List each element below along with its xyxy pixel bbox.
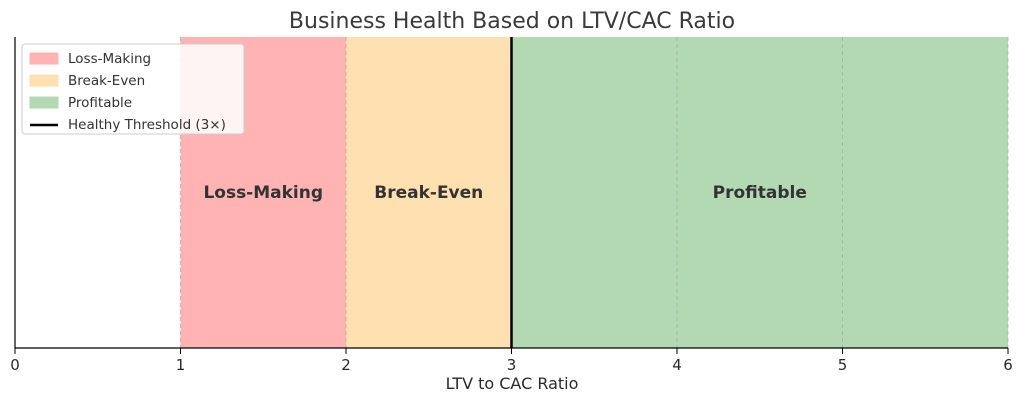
- legend-label-profitable: Profitable: [68, 95, 132, 111]
- region-label-loss-making: Loss-Making: [203, 183, 323, 203]
- legend-label-threshold: Healthy Threshold (3×): [68, 117, 226, 133]
- legend-swatch-break-even: [29, 74, 59, 87]
- labels-layer: Loss-Making Break-Even Profitable: [203, 183, 806, 203]
- x-tick-label: 1: [176, 356, 186, 374]
- legend: Loss-Making Break-Even Profitable Healthy T…: [21, 43, 245, 135]
- legend-swatch-loss-making: [29, 52, 59, 65]
- region-label-break-even: Break-Even: [374, 183, 483, 203]
- legend-swatch-profitable: [29, 96, 59, 109]
- regions-layer: [180, 37, 1008, 348]
- legend-label-loss-making: Loss-Making: [68, 51, 151, 67]
- region-break-even: [346, 37, 512, 348]
- legend-label-break-even: Break-Even: [68, 73, 145, 89]
- region-profitable: [511, 37, 1008, 348]
- x-tick-label: 4: [672, 356, 682, 374]
- x-tick-label: 3: [507, 356, 517, 374]
- x-tick-label: 6: [1003, 356, 1013, 374]
- x-tick-label: 0: [10, 356, 20, 374]
- chart-title: Business Health Based on LTV/CAC Ratio: [289, 9, 735, 34]
- x-tick-label: 2: [341, 356, 351, 374]
- x-tick-label: 5: [838, 356, 848, 374]
- region-label-profitable: Profitable: [713, 183, 807, 203]
- legend-box: [21, 43, 245, 135]
- x-axis-label: LTV to CAC Ratio: [446, 374, 579, 393]
- axes-layer: 0 1 2 3 4 5 6: [10, 37, 1013, 374]
